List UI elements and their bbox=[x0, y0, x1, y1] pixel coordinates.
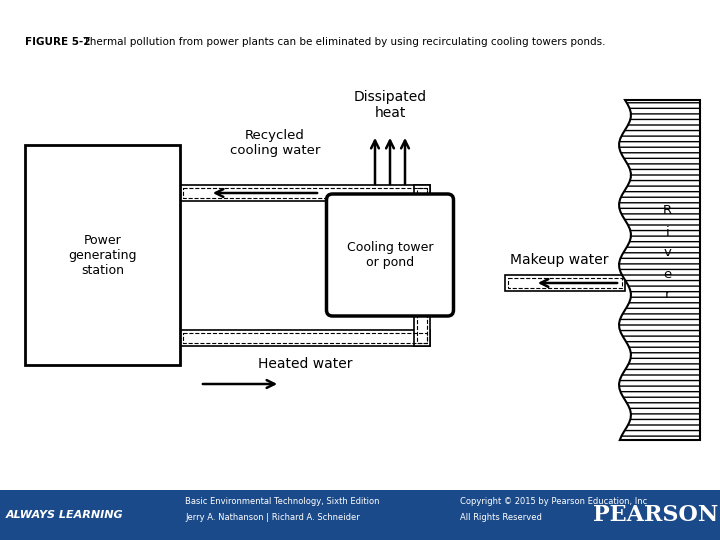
Text: Power
generating
station: Power generating station bbox=[68, 233, 137, 276]
Text: All Rights Reserved: All Rights Reserved bbox=[460, 512, 542, 522]
Text: Recycled
cooling water: Recycled cooling water bbox=[230, 129, 320, 157]
Bar bbox=[0, 490, 720, 540]
Text: Copyright © 2015 by Pearson Education, Inc: Copyright © 2015 by Pearson Education, I… bbox=[460, 497, 647, 507]
Bar bbox=[417, 188, 427, 343]
Text: Basic Environmental Technology, Sixth Edition: Basic Environmental Technology, Sixth Ed… bbox=[185, 497, 379, 507]
FancyBboxPatch shape bbox=[326, 194, 454, 316]
Bar bbox=[180, 330, 430, 346]
Bar bbox=[505, 275, 625, 291]
Polygon shape bbox=[619, 100, 700, 440]
Bar bbox=[183, 188, 427, 198]
Text: Cooling tower
or pond: Cooling tower or pond bbox=[347, 241, 433, 269]
Text: R
i
v
e
r: R i v e r bbox=[663, 205, 672, 301]
Text: ALWAYS LEARNING: ALWAYS LEARNING bbox=[6, 510, 124, 520]
Text: Thermal pollution from power plants can be eliminated by using recirculating coo: Thermal pollution from power plants can … bbox=[77, 37, 606, 47]
Text: PEARSON: PEARSON bbox=[593, 504, 718, 526]
Text: FIGURE 5-2: FIGURE 5-2 bbox=[25, 37, 91, 47]
Bar bbox=[414, 185, 430, 346]
Bar bbox=[180, 185, 430, 201]
Text: Jerry A. Nathanson | Richard A. Schneider: Jerry A. Nathanson | Richard A. Schneide… bbox=[185, 512, 360, 522]
Bar bbox=[183, 333, 427, 343]
Bar bbox=[25, 145, 180, 365]
Text: Dissipated
heat: Dissipated heat bbox=[354, 90, 426, 120]
Text: Makeup water: Makeup water bbox=[510, 253, 608, 267]
Bar bbox=[508, 278, 622, 288]
Text: Heated water: Heated water bbox=[258, 357, 352, 371]
